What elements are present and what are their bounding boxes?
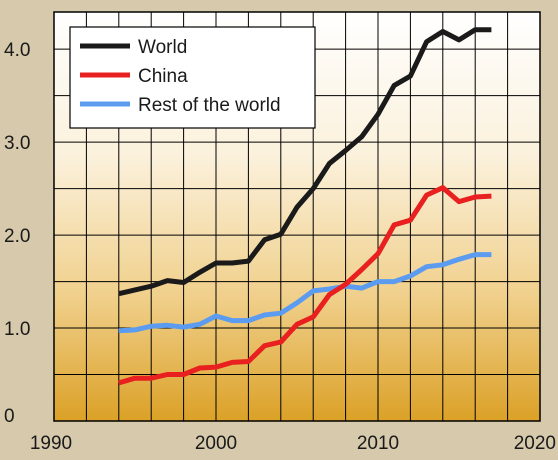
series-layer [118,27,492,386]
x-tick-label: 2020 [514,433,556,454]
y-tick-label: 3.0 [4,133,30,154]
legend: World China Rest of the world [69,26,316,129]
legend-label: World [138,37,187,58]
y-tick-label: 1.0 [4,319,30,340]
x-tick-label: 1990 [30,433,72,454]
legend-label: Rest of the world [138,95,281,116]
plot-frame [53,11,541,422]
series-line-rest-of-the-world [118,252,492,334]
y-tick-label: 2.0 [4,226,30,247]
x-tick-label: 2000 [195,433,237,454]
y-tick-label: 4.0 [4,40,30,61]
legend-label: China [138,66,188,87]
x-tick-label: 2010 [357,433,399,454]
y-tick-label: 0 [4,406,15,427]
tick-labels: 0 1.0 2.0 3.0 4.0 1990 2000 2010 2020 [4,40,556,454]
series-line-world [118,27,492,297]
series-line-china [118,185,492,386]
